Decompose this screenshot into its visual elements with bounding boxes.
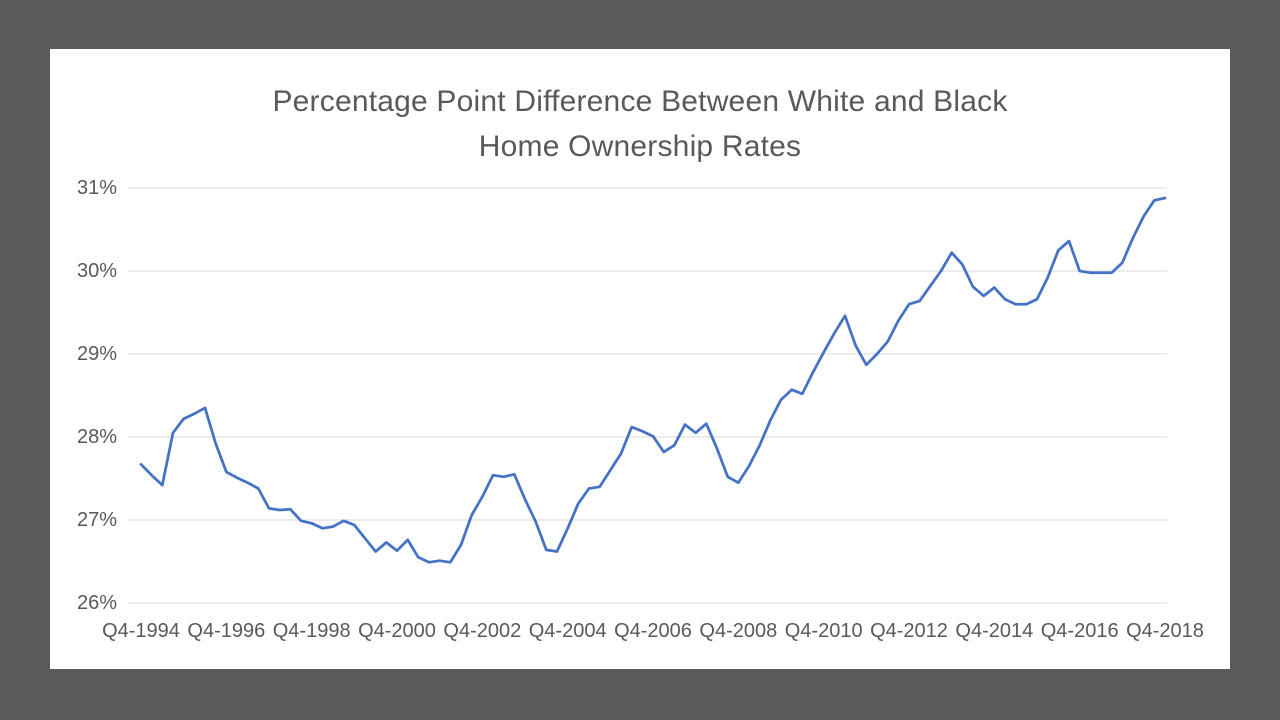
y-tick-label-28%: 28% — [76, 426, 117, 448]
line-chart-plot-area — [128, 187, 1167, 604]
y-tick-label-27%: 27% — [76, 509, 117, 531]
x-tick-label-Q4-1994: Q4-1994 — [102, 620, 180, 642]
chart-title-line1: Percentage Point Difference Between Whit… — [272, 85, 1008, 118]
x-tick-label-Q4-2012: Q4-2012 — [870, 620, 948, 642]
x-tick-label-Q4-2002: Q4-2002 — [443, 620, 522, 642]
x-tick-label-Q4-2008: Q4-2008 — [699, 620, 778, 642]
y-tick-label-30%: 30% — [76, 260, 117, 282]
chart-card: Percentage Point Difference Between Whit… — [50, 49, 1230, 669]
x-tick-label-Q4-2010: Q4-2010 — [784, 620, 863, 642]
y-tick-label-31%: 31% — [76, 177, 117, 199]
x-tick-label-Q4-2000: Q4-2000 — [358, 620, 436, 642]
y-tick-label-26%: 26% — [76, 592, 117, 614]
gridlines — [128, 187, 1167, 604]
x-tick-label-Q4-1996: Q4-1996 — [187, 620, 266, 642]
x-tick-label-Q4-1998: Q4-1998 — [272, 620, 351, 642]
y-tick-label-29%: 29% — [76, 343, 117, 365]
x-tick-label-Q4-2014: Q4-2014 — [955, 620, 1034, 642]
x-tick-label-Q4-2016: Q4-2016 — [1040, 620, 1119, 642]
x-tick-label-Q4-2006: Q4-2006 — [614, 620, 692, 642]
chart-title: Percentage Point Difference Between Whit… — [50, 79, 1230, 169]
x-tick-label-Q4-2004: Q4-2004 — [528, 620, 607, 642]
chart-title-line2: Home Ownership Rates — [478, 130, 802, 163]
x-tick-label-Q4-2018: Q4-2018 — [1126, 620, 1204, 642]
series-line-ownership-gap — [139, 196, 1167, 564]
